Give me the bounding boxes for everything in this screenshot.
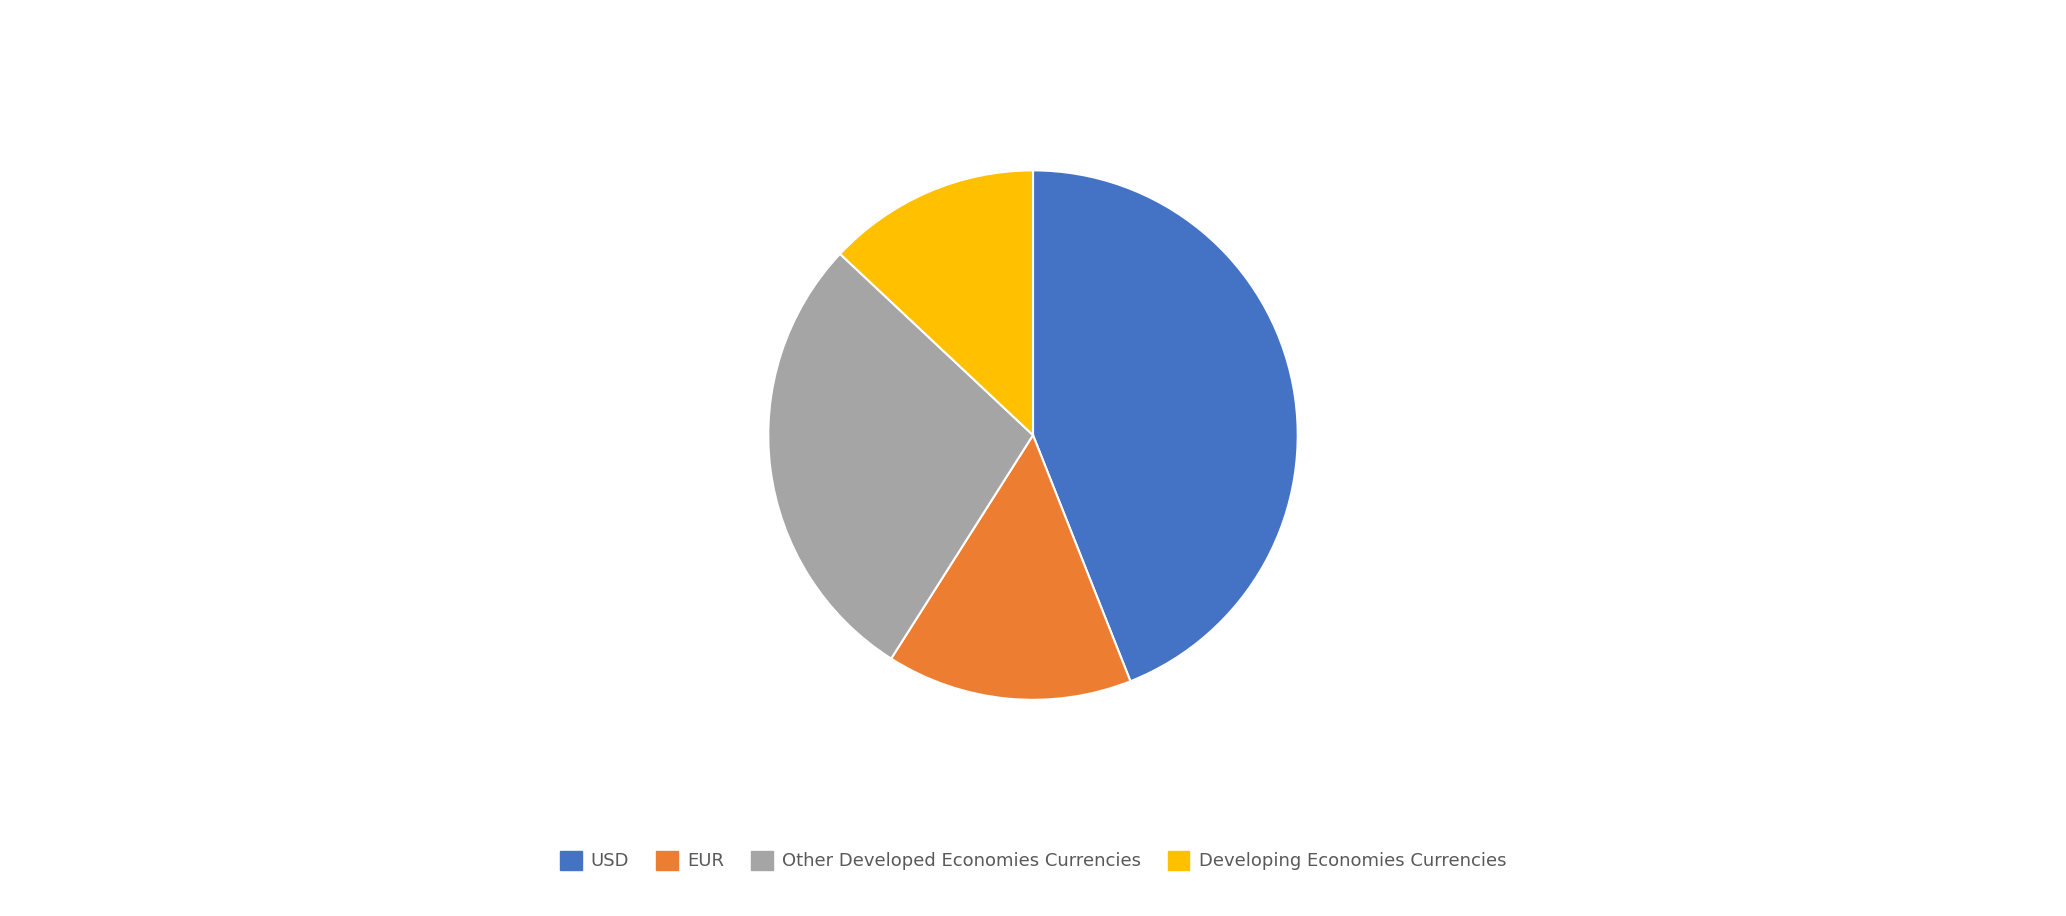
Wedge shape [890, 435, 1130, 700]
Wedge shape [1033, 170, 1297, 682]
Wedge shape [841, 170, 1033, 435]
Wedge shape [769, 254, 1033, 659]
Legend: USD, EUR, Other Developed Economies Currencies, Developing Economies Currencies: USD, EUR, Other Developed Economies Curr… [554, 844, 1512, 878]
